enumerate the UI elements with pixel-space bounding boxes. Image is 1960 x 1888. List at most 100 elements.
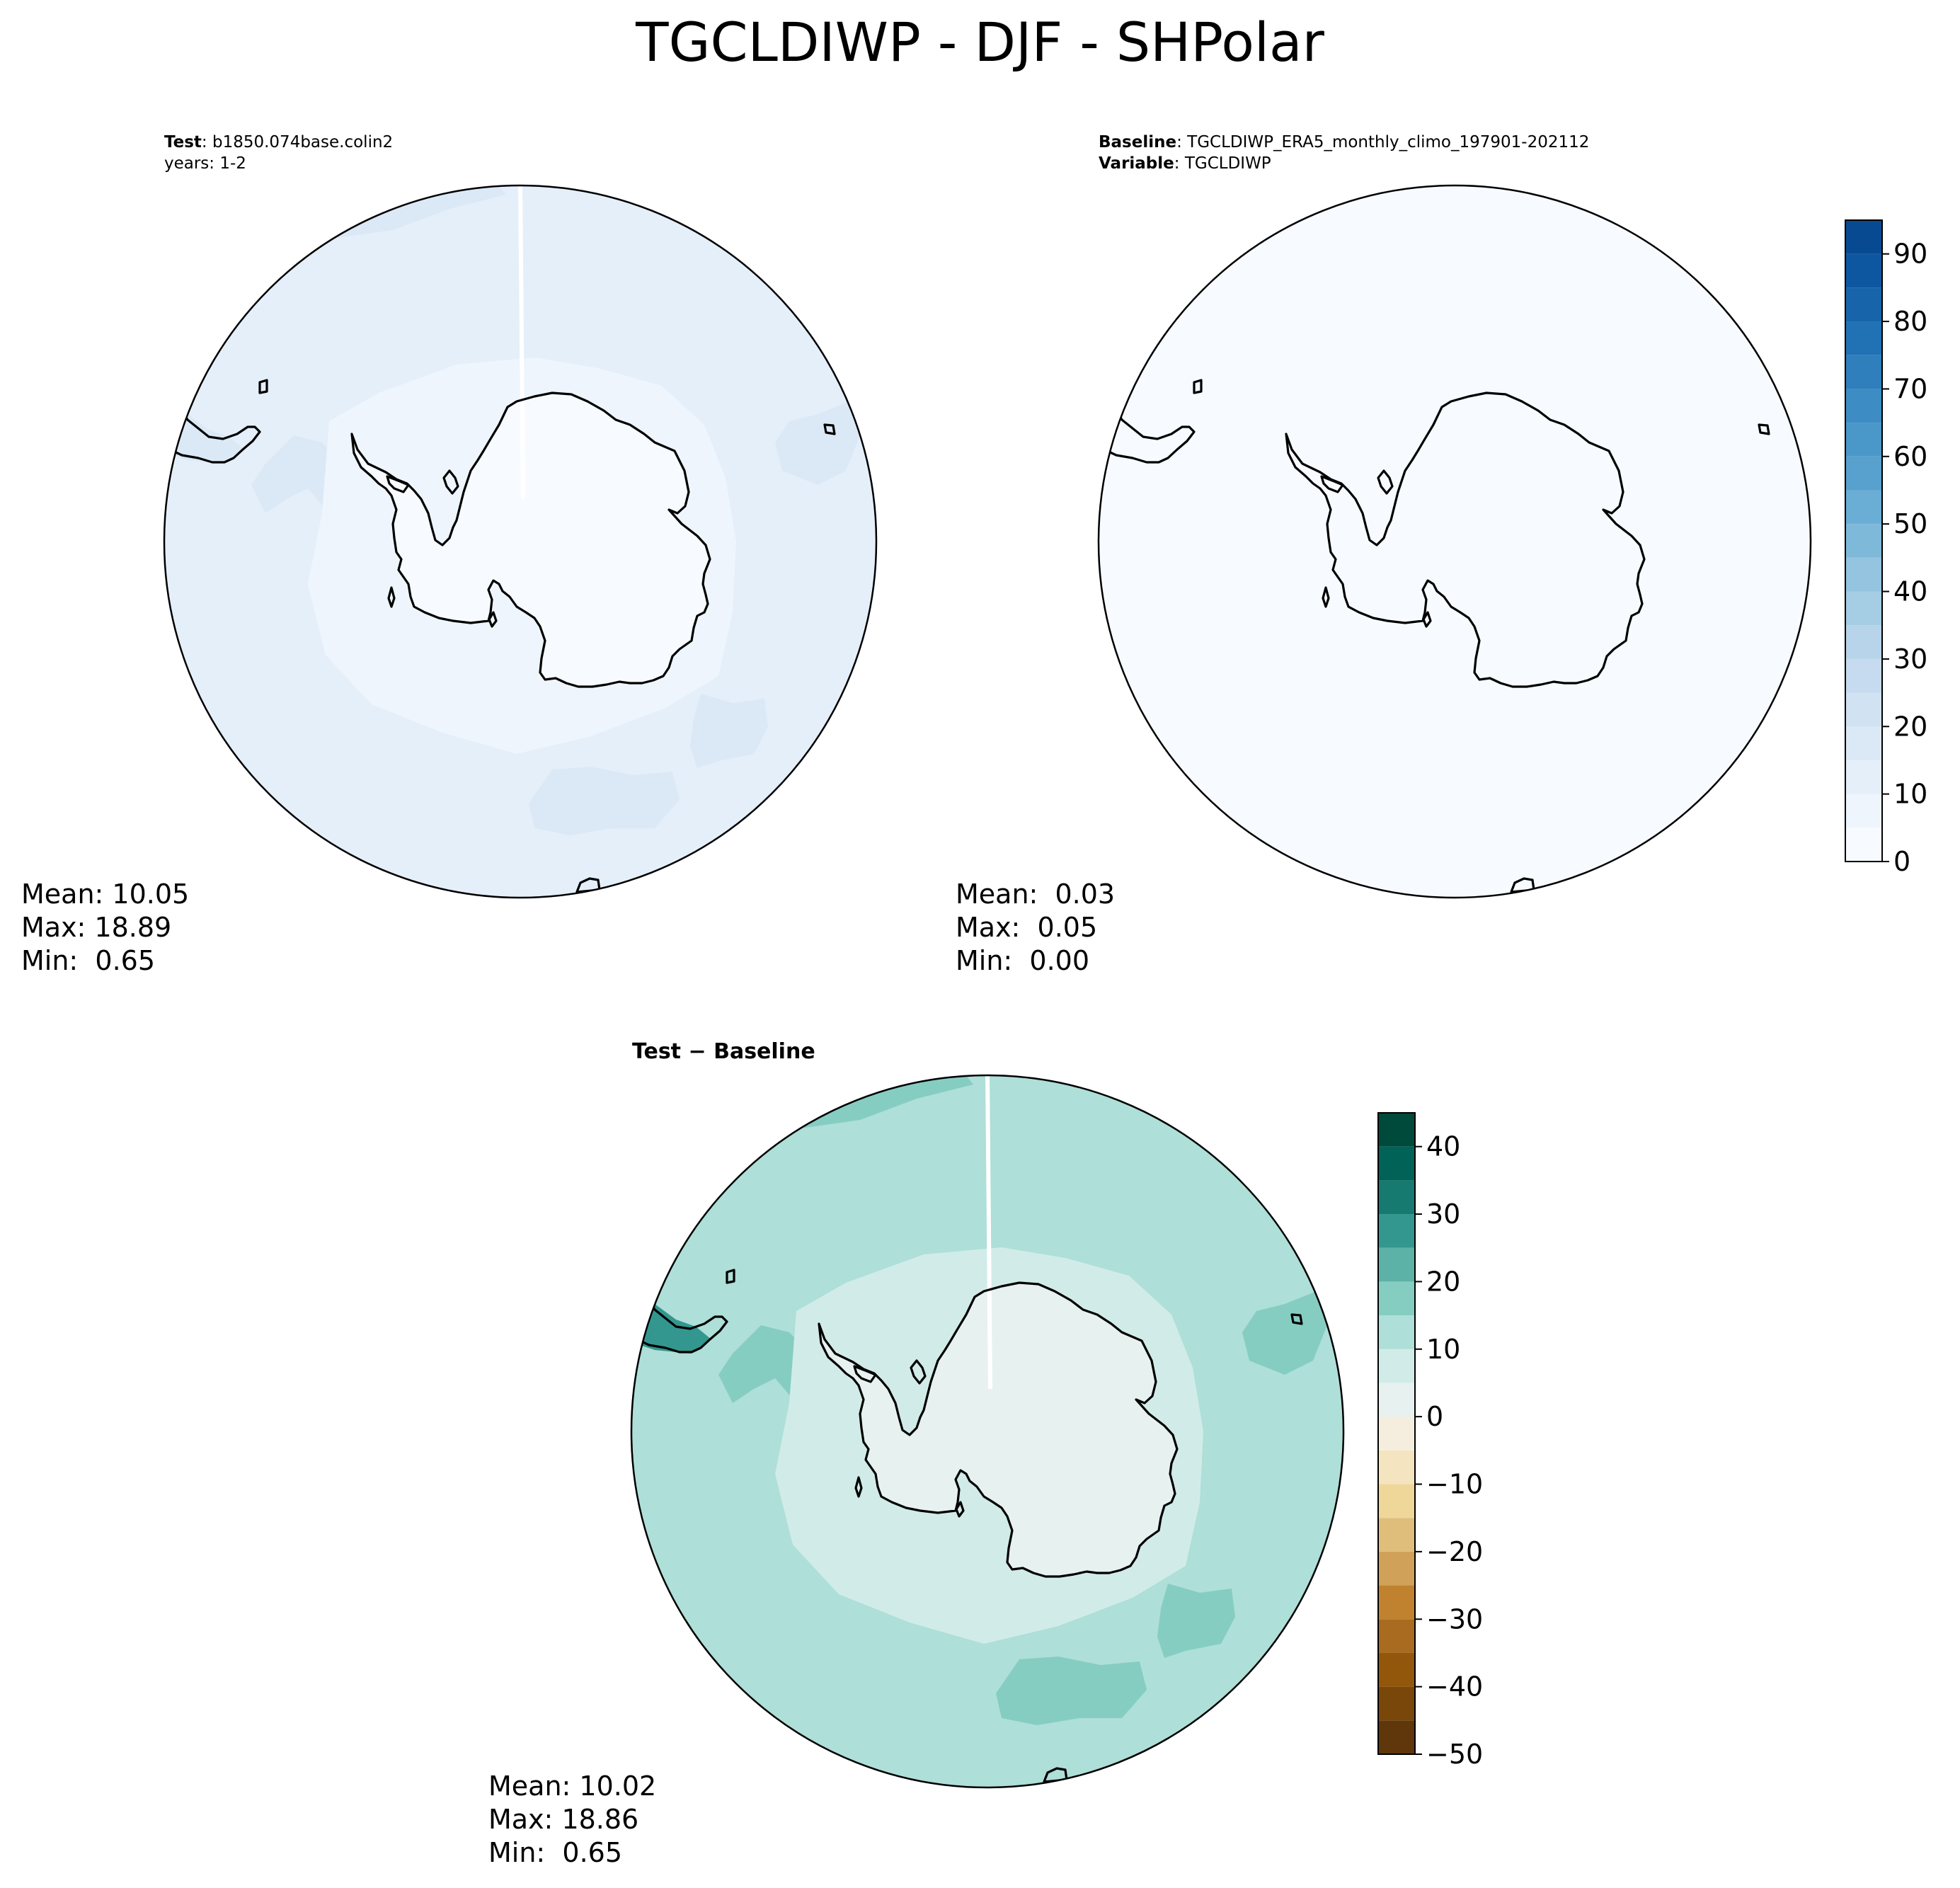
colorbar-segment-brbg-3 xyxy=(1378,1619,1415,1653)
baseline-mean: Mean: 0.03 xyxy=(956,879,1116,910)
difference-mean: Mean: 10.02 xyxy=(488,1770,657,1802)
south-america-coastline-1 xyxy=(1099,399,1196,464)
colorbar-segment-blues-9 xyxy=(1845,524,1882,558)
colorbar-tick-label-blues-9: 90 xyxy=(1893,239,1927,270)
colorbar-segment-blues-4 xyxy=(1845,692,1882,727)
colorbar-segment-brbg-0 xyxy=(1378,1720,1415,1754)
baseline-case-value: TGCLDIWP_ERA5_monthly_climo_197901-20211… xyxy=(1187,133,1590,151)
baseline-colon: : xyxy=(1176,133,1188,151)
baseline-min: Min: 0.00 xyxy=(956,945,1089,976)
map-field-patch-se-2 xyxy=(1157,1584,1235,1658)
test-mean: Mean: 10.05 xyxy=(21,879,190,910)
colorbar-segment-brbg-2 xyxy=(1378,1652,1415,1687)
colorbar-tick-label-blues-2: 20 xyxy=(1893,711,1927,742)
colorbar-tick-label-blues-6: 60 xyxy=(1893,441,1927,472)
antarctica-coastline-1 xyxy=(1285,391,1646,688)
test-colon: : xyxy=(201,133,212,151)
kerguelen-islands-2 xyxy=(1290,1313,1303,1325)
colorbar-segment-brbg-14 xyxy=(1378,1247,1415,1282)
colorbar-segment-blues-7 xyxy=(1845,591,1882,626)
colorbar-segment-blues-18 xyxy=(1845,220,1882,254)
map-field-patch-east-0 xyxy=(775,400,860,485)
difference-title-test: Test xyxy=(632,1039,682,1064)
colorbar-segment-brbg-6 xyxy=(1378,1518,1415,1552)
map-boundary-1 xyxy=(1097,184,1812,899)
map-field-patch-se-0 xyxy=(690,694,768,768)
test-case-value: b1850.074base.colin2 xyxy=(212,133,394,151)
small-island-a-2 xyxy=(854,1476,863,1498)
colorbar-tick-label-brbg-7: 20 xyxy=(1426,1266,1460,1297)
berkner-island-1 xyxy=(1377,469,1394,495)
map-fill-1 xyxy=(1099,185,1811,898)
colorbar-segment-blues-0 xyxy=(1845,828,1882,862)
colorbar-brbg: −50 −40 −30 −20 −10 0 10 20 30 40 xyxy=(1377,1112,1483,1770)
polar-map-1 xyxy=(1097,184,1812,899)
colorbar-blues: 0 10 20 30 40 50 60 70 80 90 xyxy=(1845,219,1927,877)
baseline-case-label: Baseline xyxy=(1099,133,1177,151)
kerguelen-islands-1 xyxy=(1758,423,1770,435)
colorbar-segment-brbg-17 xyxy=(1378,1146,1415,1181)
colorbar-segment-blues-10 xyxy=(1845,490,1882,525)
coastlines-0 xyxy=(164,379,836,893)
colorbar-segment-brbg-16 xyxy=(1378,1180,1415,1215)
map-boundary-2 xyxy=(630,1074,1345,1789)
colorbar-segment-blues-12 xyxy=(1845,423,1882,457)
baseline-header: Baseline: TGCLDIWP_ERA5_monthly_climo_19… xyxy=(1099,132,1589,174)
colorbar-tick-label-brbg-5: 0 xyxy=(1426,1401,1443,1432)
map-field-patch-south-0 xyxy=(529,767,680,835)
colorbar-frame-brbg xyxy=(1377,1112,1416,1755)
difference-min: Min: 0.65 xyxy=(488,1837,622,1868)
small-island-a-1 xyxy=(1322,586,1330,608)
colorbar-tick-label-brbg-6: 10 xyxy=(1426,1334,1460,1365)
colorbar-tick-label-blues-7: 70 xyxy=(1893,373,1927,404)
colorbar-segment-blues-13 xyxy=(1845,389,1882,423)
colorbar-segment-blues-3 xyxy=(1845,726,1882,760)
test-stats: Mean: 10.05 Max: 18.89 Min: 0.65 xyxy=(21,878,189,978)
coastlines-2 xyxy=(631,1269,1303,1783)
coastlines-1 xyxy=(1099,379,1770,893)
baseline-var-label: Variable xyxy=(1099,154,1174,173)
colorbar-tick-label-blues-5: 50 xyxy=(1893,508,1927,539)
colorbar-segment-brbg-12 xyxy=(1378,1315,1415,1349)
polar-map-0 xyxy=(163,184,878,899)
colorbar-segment-brbg-1 xyxy=(1378,1686,1415,1721)
colorbar-tick-label-blues-1: 10 xyxy=(1893,779,1927,810)
alexander-island-2 xyxy=(853,1365,877,1383)
baseline-max: Max: 0.05 xyxy=(956,912,1098,943)
map-seam-0 xyxy=(518,185,525,500)
colorbar-segment-brbg-9 xyxy=(1378,1417,1415,1451)
small-island-b-0 xyxy=(488,611,498,628)
colorbar-tick-label-brbg-3: −20 xyxy=(1426,1536,1483,1567)
berkner-island-2 xyxy=(910,1359,927,1385)
difference-stats: Mean: 10.02 Max: 18.86 Min: 0.65 xyxy=(488,1770,656,1870)
colorbar-tick-label-blues-8: 80 xyxy=(1893,306,1927,337)
small-island-b-2 xyxy=(955,1501,965,1518)
antarctica-coastline-0 xyxy=(350,391,711,688)
colorbar-segment-blues-6 xyxy=(1845,625,1882,659)
colorbar-segment-brbg-5 xyxy=(1378,1551,1415,1586)
test-min: Min: 0.65 xyxy=(21,945,155,976)
map-boundary-0 xyxy=(163,184,878,899)
map-fill-2 xyxy=(631,1075,1343,1787)
alexander-island-1 xyxy=(1320,475,1344,493)
colorbar-segment-blues-8 xyxy=(1845,557,1882,592)
map-field-continent-0 xyxy=(352,393,710,687)
test-max: Max: 18.89 xyxy=(21,912,172,943)
colorbar-segment-blues-1 xyxy=(1845,794,1882,828)
colorbar-tick-label-brbg-4: −10 xyxy=(1426,1469,1483,1500)
map-field-patch-south-2 xyxy=(996,1657,1147,1725)
colorbar-tick-label-blues-3: 30 xyxy=(1893,643,1927,675)
baseline-stats: Mean: 0.03 Max: 0.05 Min: 0.00 xyxy=(956,878,1115,978)
colorbar-tick-label-brbg-8: 30 xyxy=(1426,1198,1460,1230)
colorbar-segment-blues-17 xyxy=(1845,253,1882,288)
test-years: years: 1-2 xyxy=(164,154,246,173)
colorbar-tick-label-blues-0: 0 xyxy=(1893,846,1910,877)
falkland-islands-0 xyxy=(258,379,268,394)
test-header: Test: b1850.074base.colin2 years: 1-2 xyxy=(164,132,393,174)
colorbar-segment-blues-14 xyxy=(1845,355,1882,389)
colorbar-segment-brbg-15 xyxy=(1378,1214,1415,1248)
south-america-coastline-2 xyxy=(631,1288,728,1354)
alexander-island-0 xyxy=(386,475,410,493)
colorbar-segment-brbg-10 xyxy=(1378,1383,1415,1417)
map-field-background-1 xyxy=(1099,185,1811,898)
